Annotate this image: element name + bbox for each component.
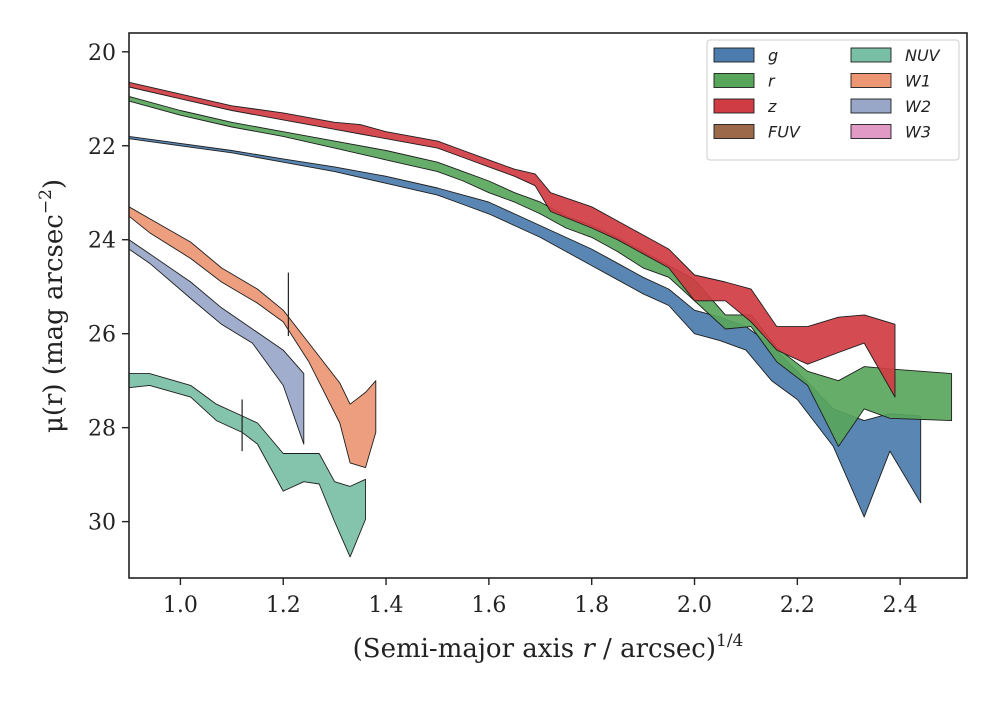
legend-label: FUV [768,123,801,142]
legend-swatch [713,124,755,139]
x-axis-title: (Semi-major axis r / arcsec)1/4 [353,631,744,664]
x-tick-label: 2.2 [780,593,815,618]
x-tick-label: 1.8 [574,593,609,618]
legend-label: NUV [905,46,941,65]
legend-label: z [767,97,777,116]
legend-label: r [768,72,776,91]
x-tick-label: 2.0 [677,593,712,618]
legend-swatch [713,73,755,88]
legend-swatch [850,98,892,114]
legend-label: W3 [905,123,931,142]
y-tick-label: 24 [88,229,116,254]
legend-swatch [850,124,892,139]
legend-swatch [713,98,755,114]
y-tick-label: 20 [88,41,116,66]
x-tick-label: 1.4 [369,593,404,618]
x-axis: 1.0 1.2 1.4 1.6 1.8 2.0 2.2 2.4 [163,578,918,618]
x-tick-label: 2.4 [883,593,918,618]
legend-swatch [850,47,892,63]
series-band-r [128,95,953,447]
series-areas [128,81,953,558]
legend: grz FUV NUV W1 W2 W3 [706,39,960,161]
y-tick-label: 26 [88,323,116,348]
legend-swatch [850,73,892,88]
series-band-z [128,81,896,398]
legend-swatch [713,47,755,63]
legend-label: g [768,46,778,65]
y-axis-title: μ(r) (mag arcsec−2) [36,179,69,433]
series-band-w1 [128,206,377,469]
legend-box [706,39,960,161]
legend-label: W2 [905,97,931,116]
y-axis: 20 22 24 26 28 30 [88,41,129,536]
series-band-g [128,135,922,518]
x-tick-label: 1.0 [163,593,198,618]
y-tick-label: 30 [88,511,116,536]
plot-frame [128,32,968,579]
legend-label: W1 [905,72,931,91]
y-tick-label: 22 [88,135,116,160]
x-tick-label: 1.2 [266,593,301,618]
error-bars [241,272,289,452]
x-tick-label: 1.6 [471,593,506,618]
series-band-w2 [128,239,305,445]
y-tick-label: 28 [88,417,116,442]
